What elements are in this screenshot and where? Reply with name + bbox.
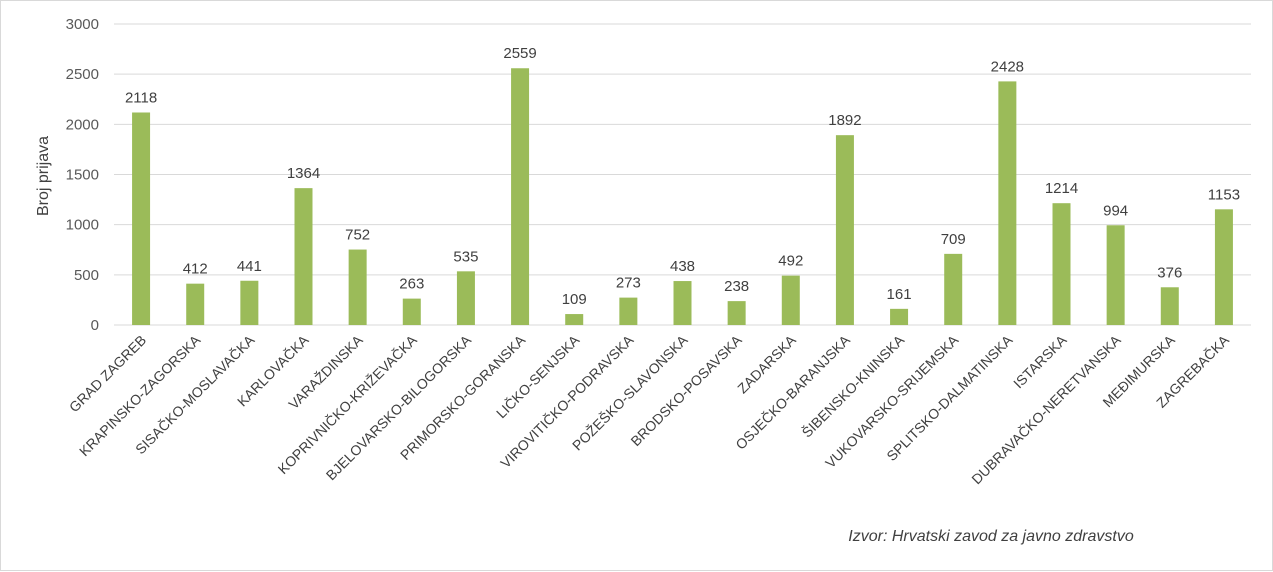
x-tick-label: ŠIBENSKO-KNINSKA [799,331,908,440]
data-label: 438 [670,258,695,275]
bar [565,314,584,325]
data-label: 412 [183,261,208,278]
data-label: 376 [1157,264,1182,281]
data-label: 2428 [991,58,1024,75]
data-label: 441 [237,258,262,275]
bar [619,297,638,325]
bar [1214,209,1233,325]
y-tick-label: 0 [91,317,99,334]
bar [456,271,475,325]
y-tick-label: 3000 [66,16,99,33]
bar [294,188,313,325]
bar [186,283,205,325]
data-label: 238 [724,278,749,295]
data-label: 535 [453,248,478,265]
bar [781,275,800,325]
data-label: 109 [562,291,587,308]
bar [240,280,259,325]
data-label: 161 [887,286,912,303]
bar [1106,225,1125,325]
y-axis-ticks: 0 500 1000 1500 2000 2500 3000 [66,16,99,334]
data-label: 709 [941,231,966,248]
data-label: 1892 [828,112,861,129]
bar [348,249,367,325]
y-tick-label: 2500 [66,66,99,83]
data-label: 492 [778,253,803,270]
bar [511,68,530,325]
y-tick-label: 1000 [66,217,99,234]
data-label: 273 [616,275,641,292]
data-label: 263 [399,276,424,293]
bar [944,253,963,325]
data-label: 2118 [125,89,157,106]
y-axis-title: Broj prijava [35,136,52,216]
data-labels: 2118 412 441 1364 752 263 535 2559 109 273 438 238 4… [125,45,1240,308]
x-axis-category-labels: GRAD ZAGREBKRAPINSKO-ZAGORSKASISAČKO-MOS… [66,331,1233,487]
x-tick-label: BRODSKO-POSAVSKA [627,331,745,449]
bar [727,301,746,325]
data-label: 2559 [503,45,536,62]
data-label: 994 [1103,202,1128,219]
bar [1160,287,1179,325]
source-note: Izvor: Hrvatski zavod za javno zdravstvo [848,528,1134,545]
y-tick-label: 500 [74,267,99,284]
y-tick-label: 2000 [66,116,99,133]
bar [890,308,909,325]
bar [132,112,151,325]
y-tick-label: 1500 [66,167,99,184]
bar [402,298,421,325]
data-label: 752 [345,227,370,244]
bar [835,135,854,325]
data-label: 1364 [287,165,320,182]
data-label: 1214 [1045,180,1078,197]
gridlines [114,23,1251,326]
bar [1052,203,1071,325]
bars [132,68,1233,326]
bar [673,281,692,325]
data-label: 1153 [1208,186,1240,203]
bar [998,81,1017,326]
